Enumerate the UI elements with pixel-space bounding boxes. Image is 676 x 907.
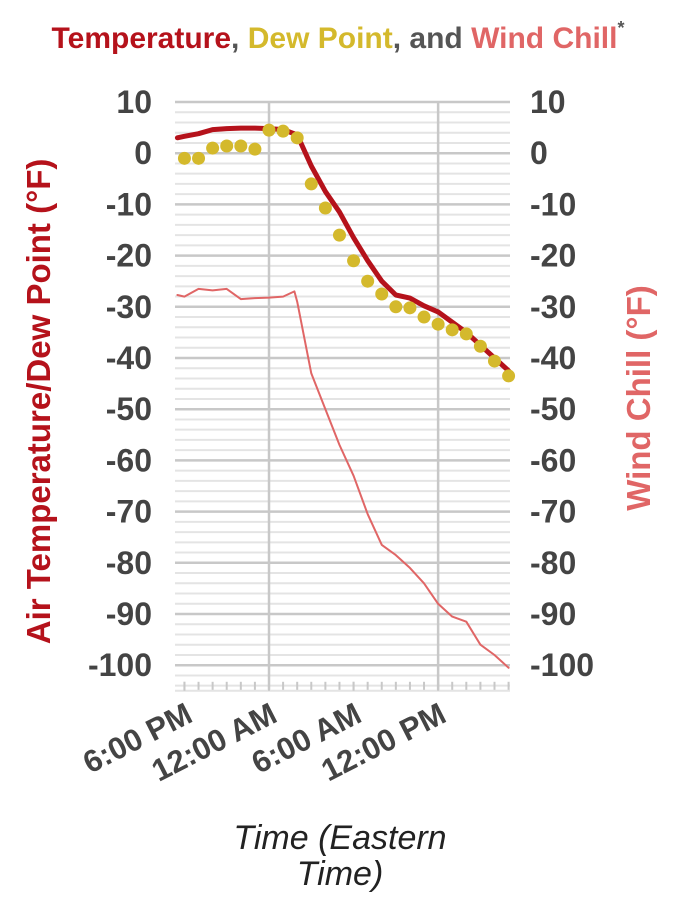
dew-point-dot bbox=[234, 139, 248, 153]
y-tick-label: -80 bbox=[106, 545, 152, 581]
y-tick-label: 10 bbox=[116, 84, 152, 120]
x-axis-label: Time (Eastern Time) bbox=[233, 819, 447, 893]
temperature-line bbox=[174, 125, 512, 374]
dew-point-dot bbox=[304, 177, 318, 191]
y2-tick-label: -60 bbox=[530, 442, 576, 478]
dew-point-dot bbox=[192, 151, 206, 165]
y-tick-label: -10 bbox=[106, 186, 152, 222]
dew-point-dot bbox=[290, 131, 304, 145]
y2-tick-label: -90 bbox=[530, 596, 576, 632]
y-tick-label: -50 bbox=[106, 391, 152, 427]
dew-point-dot bbox=[473, 339, 487, 353]
y2-tick-label: -10 bbox=[530, 186, 576, 222]
dew-point-dot bbox=[276, 124, 290, 138]
y-tick-label: -90 bbox=[106, 596, 152, 632]
wind-chill-line bbox=[176, 287, 510, 669]
y2-tick-label: -50 bbox=[530, 391, 576, 427]
y-axis-label: Air Temperature/Dew Point (°F) bbox=[20, 159, 57, 645]
y2-tick-label: -30 bbox=[530, 289, 576, 325]
dew-point-dot bbox=[487, 354, 501, 368]
y-tick-label: -60 bbox=[106, 442, 152, 478]
title-part: , bbox=[231, 22, 248, 55]
dew-point-dot bbox=[431, 317, 445, 331]
y-tick-label: -70 bbox=[106, 494, 152, 530]
dew-point-dot bbox=[361, 274, 375, 288]
y2-tick-label: -100 bbox=[530, 647, 594, 683]
y2-tick-label: -80 bbox=[530, 545, 576, 581]
title-part: Wind Chill bbox=[471, 22, 618, 55]
dew-point-dot bbox=[502, 369, 516, 383]
y-tick-label: -100 bbox=[88, 647, 152, 683]
dew-point-dot bbox=[318, 201, 332, 215]
dew-point-dot bbox=[206, 141, 220, 155]
dew-point-dot bbox=[177, 151, 191, 165]
dew-point-dot bbox=[375, 287, 389, 301]
dew-point-dot bbox=[417, 310, 431, 324]
dew-point-dot bbox=[403, 301, 417, 315]
y-tick-label: 0 bbox=[134, 135, 152, 171]
dew-point-dot bbox=[248, 142, 262, 156]
title-part: Dew Point bbox=[247, 22, 393, 55]
chart-title: Temperature, Dew Point, and Wind Chill* bbox=[0, 18, 676, 56]
dew-point-dot bbox=[445, 323, 459, 337]
y2-axis-label: Wind Chill (°F) bbox=[620, 285, 657, 511]
dew-point-dot bbox=[347, 254, 361, 268]
dew-point-dot bbox=[389, 300, 403, 314]
y2-tick-label: 10 bbox=[530, 84, 566, 120]
title-part: Temperature bbox=[51, 22, 232, 55]
y2-tick-label: -40 bbox=[530, 340, 576, 376]
y2-tick-label: -70 bbox=[530, 494, 576, 530]
dew-point-dot bbox=[220, 139, 234, 153]
title-part: * bbox=[617, 18, 625, 38]
y-tick-label: -30 bbox=[106, 289, 152, 325]
y2-tick-label: -20 bbox=[530, 238, 576, 274]
y-tick-label: -20 bbox=[106, 238, 152, 274]
dew-point-dot bbox=[459, 327, 473, 341]
y2-tick-label: 0 bbox=[530, 135, 548, 171]
dew-point-dot bbox=[332, 228, 346, 242]
y-tick-label: -40 bbox=[106, 340, 152, 376]
title-part: , and bbox=[392, 22, 472, 55]
dew-point-dot bbox=[262, 123, 276, 137]
